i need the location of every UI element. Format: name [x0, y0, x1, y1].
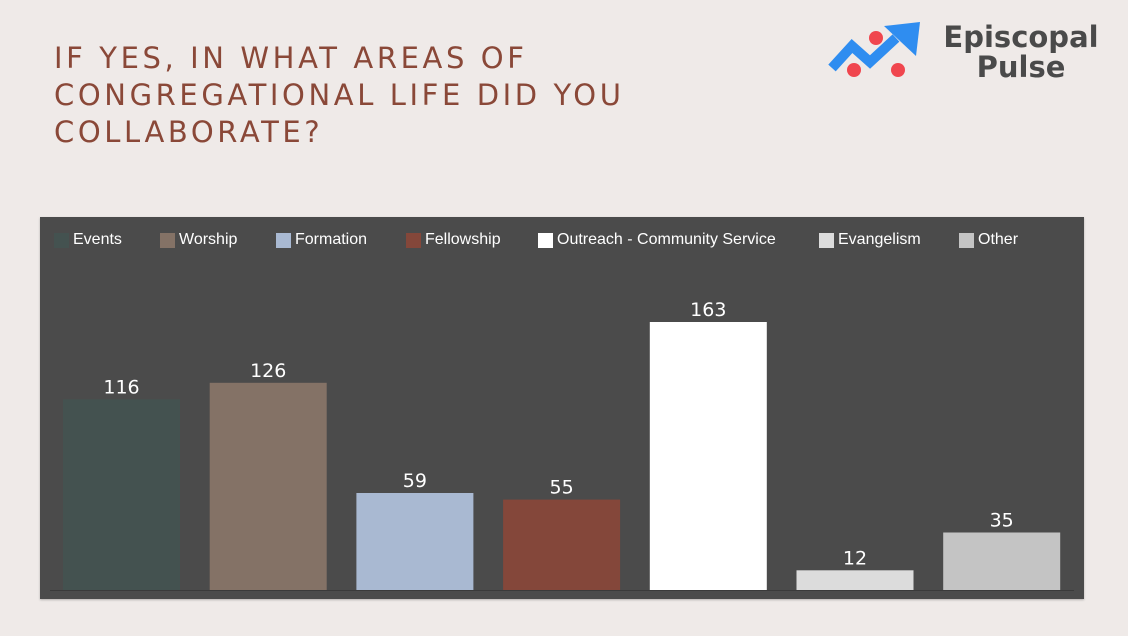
bar [943, 532, 1061, 590]
legend-label: Evangelism [838, 231, 921, 248]
page-title: IF YES, IN WHAT AREAS OF CONGREGATIONAL … [54, 41, 625, 149]
bar [649, 322, 767, 590]
bar [356, 493, 474, 590]
legend-label: Formation [295, 231, 368, 248]
legend-swatch [819, 232, 834, 248]
brand-name: Episcopal Pulse [936, 22, 1106, 82]
legend-swatch [54, 232, 69, 248]
data-label: 116 [103, 376, 139, 398]
trend-arrow-icon [828, 22, 920, 77]
data-label: 163 [690, 299, 726, 321]
legend-swatch [276, 232, 291, 248]
legend-label: Outreach - Community Service [557, 231, 776, 248]
legend-swatch [538, 232, 553, 248]
legend-label: Events [73, 231, 122, 248]
bar [63, 399, 180, 590]
legend-swatch [160, 232, 175, 248]
legend-item: Events [54, 231, 122, 249]
data-label: 126 [250, 360, 286, 382]
brand-name-line2: Pulse [976, 50, 1066, 84]
chart-panel: Events Worship Formation Fellowship Outreach… [40, 217, 1084, 599]
legend-swatch [959, 232, 974, 248]
legend-item: Outreach - Community Service [538, 231, 776, 249]
legend-label: Worship [179, 231, 238, 248]
brand-name-line1: Episcopal [943, 20, 1099, 54]
brand-logo: Episcopal Pulse [826, 22, 1106, 84]
bar-chart: 116 126 59 55 163 12 35 [50, 299, 1074, 591]
bar [503, 499, 621, 590]
legend-label: Fellowship [425, 231, 501, 248]
legend-item: Other [959, 231, 1018, 249]
legend-item: Fellowship [406, 231, 501, 249]
data-label: 35 [990, 510, 1014, 532]
data-label: 12 [843, 547, 867, 569]
legend-swatch [406, 232, 421, 248]
legend-item: Worship [160, 231, 237, 249]
legend-item: Formation [276, 231, 367, 249]
bar [209, 382, 327, 590]
data-label: 59 [403, 470, 427, 492]
bar [796, 570, 914, 590]
legend-label: Other [978, 231, 1019, 248]
legend-item: Evangelism [819, 231, 921, 249]
data-label: 55 [550, 477, 574, 499]
